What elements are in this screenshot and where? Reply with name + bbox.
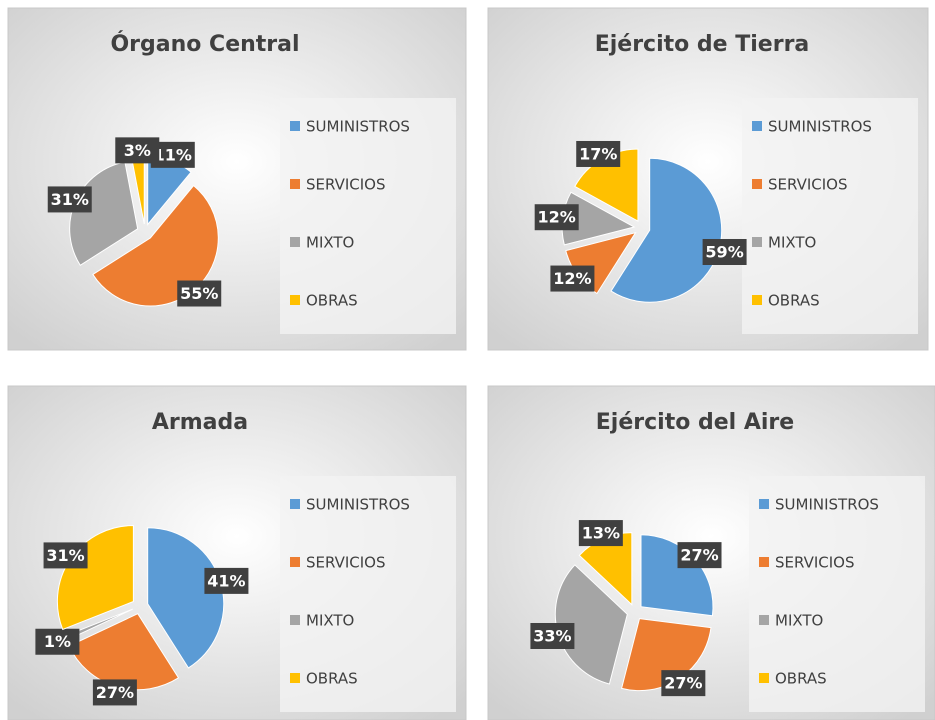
legend-label: SUMINISTROS	[306, 118, 410, 136]
data-label: 13%	[582, 524, 620, 543]
data-label: 31%	[51, 190, 89, 209]
chart-title: Órgano Central	[110, 31, 299, 57]
label-box	[47, 186, 92, 213]
chart-title: Armada	[152, 410, 248, 435]
data-label: 27%	[96, 683, 134, 702]
legend-swatch	[752, 121, 762, 131]
legend-swatch	[290, 557, 300, 567]
label-box	[550, 265, 595, 292]
chart-panel: Ejército del Aire SUMINISTROS SERVICIOS MIX…	[487, 385, 935, 720]
legend-label: MIXTO	[768, 234, 816, 252]
legend-label: MIXTO	[306, 612, 354, 630]
label-box	[204, 567, 249, 594]
legend-swatch	[290, 179, 300, 189]
legend-swatch	[752, 179, 762, 189]
legend-swatch	[759, 499, 769, 509]
data-label: 27%	[664, 674, 702, 693]
legend-box	[742, 98, 918, 334]
data-label: 12%	[553, 269, 591, 288]
legend-swatch	[290, 615, 300, 625]
legend-label: SERVICIOS	[768, 176, 848, 194]
label-box	[43, 542, 88, 569]
label-box	[702, 238, 747, 265]
label-box	[92, 679, 137, 706]
label-box	[177, 280, 222, 307]
legend-box	[280, 476, 456, 712]
label-box	[578, 520, 623, 547]
legend-swatch	[752, 237, 762, 247]
legend-label: SERVICIOS	[306, 554, 386, 572]
legend-label: SUMINISTROS	[306, 496, 410, 514]
legend-label: SUMINISTROS	[775, 496, 879, 514]
legend-swatch	[290, 121, 300, 131]
legend-swatch	[759, 673, 769, 683]
legend-swatch	[752, 295, 762, 305]
label-box	[115, 137, 160, 164]
data-label: 41%	[207, 571, 245, 590]
label-box	[576, 140, 621, 167]
data-label: 3%	[124, 141, 151, 160]
legend-label: MIXTO	[306, 234, 354, 252]
data-label: 27%	[680, 546, 718, 565]
label-box	[530, 622, 575, 649]
data-label: 31%	[46, 546, 84, 565]
legend-label: SUMINISTROS	[768, 118, 872, 136]
label-box	[534, 204, 579, 231]
legend-label: OBRAS	[775, 670, 827, 688]
legend-box	[749, 476, 925, 712]
chart-panel: Armada SUMINISTROS SERVICIOS MIXTO OBRAS 41% 2…	[7, 385, 467, 720]
data-label: 33%	[533, 626, 571, 645]
chart-panel: Órgano Central SUMINISTROS SERVICIOS MIXTO O…	[7, 7, 467, 351]
legend-swatch	[759, 557, 769, 567]
chart-panel: Ejército de Tierra SUMINISTROS SERVICIOS MI…	[487, 7, 929, 351]
label-box	[661, 670, 706, 697]
data-label: 55%	[180, 284, 218, 303]
label-box	[677, 542, 722, 569]
data-label: 12%	[538, 208, 576, 227]
data-label: 59%	[705, 242, 743, 261]
chart-title: Ejército del Aire	[596, 410, 794, 435]
legend-label: SERVICIOS	[775, 554, 855, 572]
legend-swatch	[759, 615, 769, 625]
legend-box	[280, 98, 456, 334]
legend-swatch	[290, 237, 300, 247]
legend-label: OBRAS	[306, 292, 358, 310]
label-box	[35, 628, 80, 655]
legend-label: SERVICIOS	[306, 176, 386, 194]
data-label: 1%	[44, 632, 71, 651]
legend-swatch	[290, 673, 300, 683]
legend-label: MIXTO	[775, 612, 823, 630]
legend-label: OBRAS	[306, 670, 358, 688]
legend-swatch	[290, 295, 300, 305]
legend-label: OBRAS	[768, 292, 820, 310]
data-label: 11%	[154, 145, 192, 164]
chart-title: Ejército de Tierra	[595, 32, 810, 57]
data-label: 17%	[579, 144, 617, 163]
legend-swatch	[290, 499, 300, 509]
